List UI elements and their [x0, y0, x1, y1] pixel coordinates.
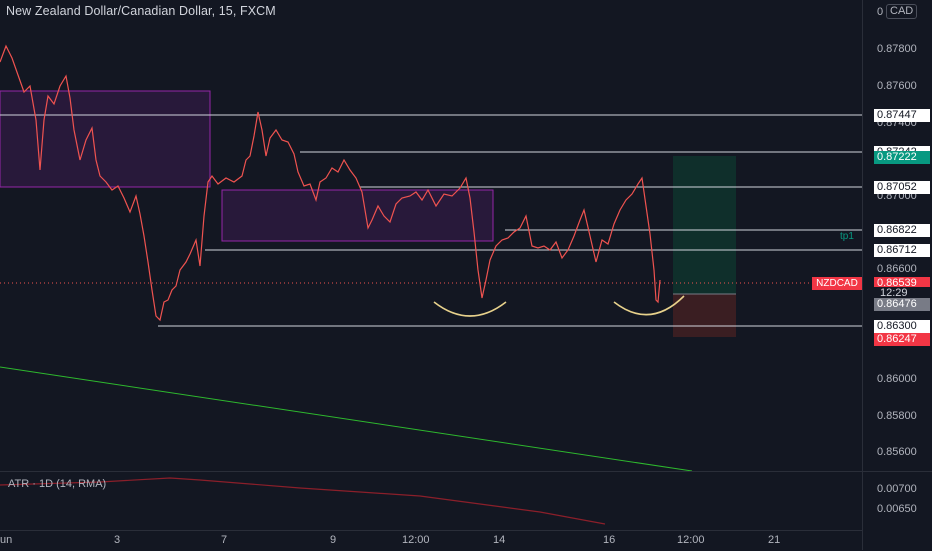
time-axis[interactable]: [0, 530, 862, 551]
symbol-badge[interactable]: NZDCAD: [812, 277, 862, 290]
price-tick: 0.86000: [877, 373, 917, 385]
time-label: 7: [221, 534, 228, 546]
level-label[interactable]: 0.87052: [874, 181, 930, 194]
zone-lower: [221, 189, 494, 242]
time-label: 3: [114, 534, 121, 546]
level-label[interactable]: 0.86712: [874, 244, 930, 257]
atr-tick: 0.00700: [877, 483, 917, 495]
currency-badge[interactable]: CAD: [886, 4, 918, 19]
price-tick: 0.87800: [877, 43, 917, 55]
indicator-label[interactable]: ATR · 1D (14, RMA): [8, 478, 107, 490]
chart-title: New Zealand Dollar/Canadian Dollar, 15, …: [6, 4, 276, 18]
target-zone: [673, 156, 736, 294]
price-tick: 0.87600: [877, 80, 917, 92]
price-tick: 0.85600: [877, 446, 917, 458]
time-label: 14: [493, 534, 506, 546]
atr-line: [0, 477, 606, 525]
stop-zone: [673, 294, 736, 337]
time-label: un: [0, 534, 13, 546]
trend-line: [0, 366, 693, 472]
level-label[interactable]: 0.87447: [874, 109, 930, 122]
time-label: 9: [330, 534, 337, 546]
pane-divider: [0, 471, 932, 472]
atr-tick: 0.00650: [877, 503, 917, 515]
tp1-label: tp1: [840, 231, 854, 242]
time-label: 12:00: [402, 534, 430, 546]
time-label: 21: [768, 534, 781, 546]
target-label[interactable]: 0.87222: [874, 151, 930, 164]
price-axis[interactable]: [862, 0, 932, 550]
price-tick: 0.85800: [877, 410, 917, 422]
price-path: [0, 44, 661, 322]
smile-arc-right: [613, 295, 685, 316]
zone-upper: [0, 90, 211, 188]
time-label: 16: [603, 534, 616, 546]
time-label: 12:00: [677, 534, 705, 546]
bar-countdown: 12:29: [874, 287, 930, 299]
price-tick-top: 0: [877, 6, 884, 18]
level-label[interactable]: 0.86822: [874, 224, 930, 237]
level-label[interactable]: 0.86300: [874, 320, 930, 333]
smile-arc-left: [433, 301, 507, 317]
stop-label[interactable]: 0.86247: [874, 333, 930, 346]
price-tick: 0.86600: [877, 263, 917, 275]
current-price-label[interactable]: 0.86539: [874, 277, 930, 290]
entry-label[interactable]: 0.86476: [874, 298, 930, 311]
